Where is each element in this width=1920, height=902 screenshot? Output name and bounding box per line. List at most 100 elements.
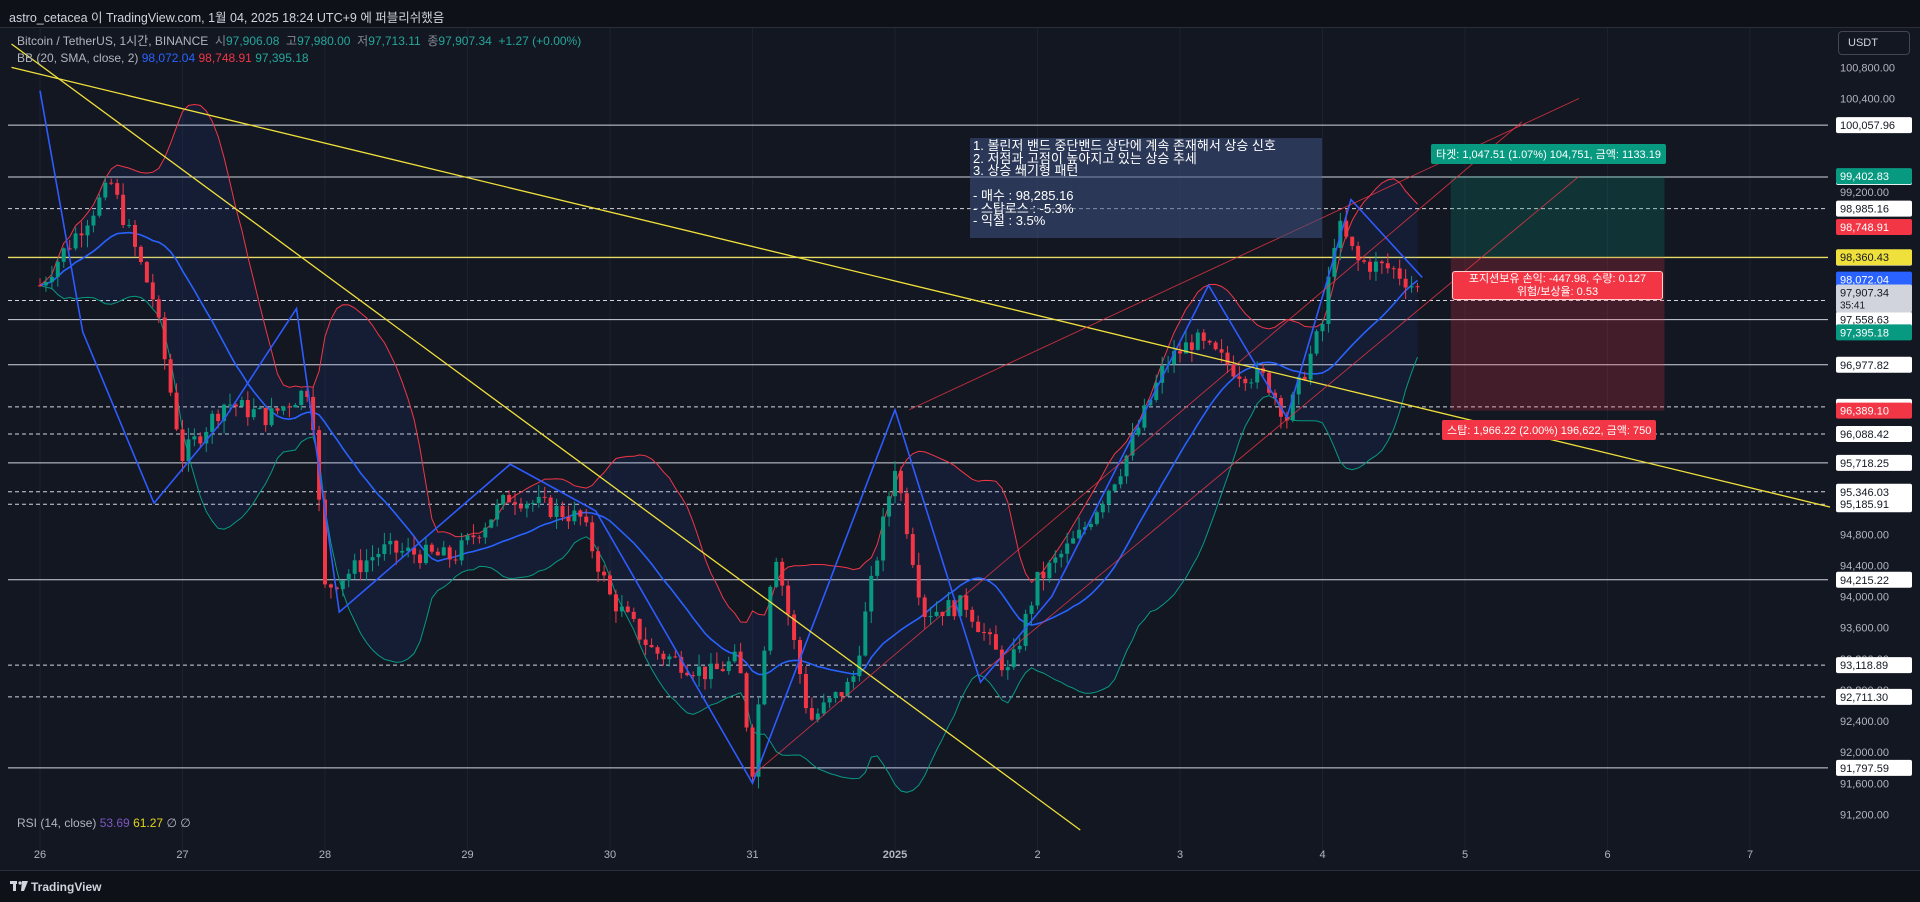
candle-body xyxy=(150,282,155,300)
low-value: 97,713.11 xyxy=(368,34,421,48)
bb-label[interactable]: BB (20, SMA, close, 2) xyxy=(17,51,139,65)
candle-body xyxy=(679,656,684,673)
candle-body xyxy=(584,516,589,523)
candle-body xyxy=(1094,512,1099,524)
chart-legend: Bitcoin / TetherUS, 1시간, BINANCE 시97,906… xyxy=(17,33,581,67)
position-pnl-box[interactable]: 포지션보유 손익: -447.98, 수량: 0.127 위험/보상율: 0.5… xyxy=(1452,271,1663,300)
tradingview-brand: TradingView xyxy=(31,880,102,894)
candle-body xyxy=(1373,261,1378,272)
candle-body xyxy=(121,194,126,226)
candle-body xyxy=(423,544,428,564)
candle-body xyxy=(596,551,601,572)
candle-body xyxy=(691,675,696,677)
candle-body xyxy=(441,547,446,556)
candle-body xyxy=(1059,553,1064,558)
candle-body xyxy=(1362,260,1367,262)
candle-body xyxy=(554,506,559,517)
candle-body xyxy=(548,497,553,517)
candle-body xyxy=(714,663,719,670)
candle-body xyxy=(1356,245,1361,261)
note-line: 1. 볼린저 밴드 중단밴드 상단에 계속 존재해서 상승 신호 xyxy=(973,138,1276,153)
candle-body xyxy=(708,663,713,680)
candle-body xyxy=(827,698,832,703)
level-price-tag xyxy=(1836,117,1912,134)
price-axis: 100,800.00 100,400.00 99,200.00 94,800.00 94… xyxy=(1830,28,1920,870)
level-price-tag xyxy=(1836,688,1912,705)
candle-body xyxy=(643,639,648,646)
level-price-label: 96,977.82 xyxy=(1840,360,1889,372)
candle-body xyxy=(839,692,844,697)
candle-body xyxy=(198,436,203,444)
candle-body xyxy=(127,224,132,226)
level-price-tag xyxy=(1836,200,1912,217)
high-label: 고 xyxy=(286,34,298,48)
annotation-note[interactable]: 1. 볼린저 밴드 중단밴드 상단에 계속 존재해서 상승 신호 2. 저점과 … xyxy=(970,138,1322,238)
candle-body xyxy=(228,404,232,406)
candle-body xyxy=(299,390,304,406)
rsi-label[interactable]: RSI (14, close) xyxy=(17,816,97,830)
indicator-price-label: 99,402.83 xyxy=(1840,171,1889,183)
rsi-empty-2: ∅ xyxy=(180,816,191,830)
candle-body xyxy=(1035,571,1040,606)
candle-body xyxy=(750,727,755,777)
currency-button[interactable]: USDT xyxy=(1838,31,1910,55)
candle-body xyxy=(1290,394,1295,421)
candle-body xyxy=(459,540,464,561)
candle-body xyxy=(328,584,333,588)
price-tick-label: 93,600.00 xyxy=(1840,623,1889,635)
candle-body xyxy=(257,407,262,410)
symbol-title[interactable]: Bitcoin / TetherUS, 1시간, BINANCE xyxy=(17,34,209,48)
indicator-price-tag xyxy=(1836,249,1912,266)
candle-body xyxy=(881,516,886,561)
candle-body xyxy=(578,510,583,517)
tradingview-logo[interactable]: TradingView xyxy=(10,880,101,894)
candle-body xyxy=(109,182,114,184)
rsi-legend: RSI (14, close) 53.69 61.27 ∅ ∅ xyxy=(17,816,191,830)
level-price-label: 95,185.91 xyxy=(1840,499,1889,511)
stop-label[interactable]: 스탑: 1,966.22 (2.00%) 196,622, 금액: 750 xyxy=(1442,420,1657,440)
candle-body xyxy=(465,535,470,541)
target-label[interactable]: 타겟: 1,047.51 (1.07%) 104,751, 금액: 1133.1… xyxy=(1431,144,1666,164)
candle-body xyxy=(637,618,642,640)
close-label: 종 xyxy=(427,34,439,48)
risk-reward-text: 위험/보상율: 0.53 xyxy=(1516,285,1599,298)
candle-body xyxy=(115,183,120,195)
candle-body xyxy=(1047,562,1052,579)
candle-body xyxy=(572,510,577,522)
candle-body xyxy=(67,248,72,250)
candle-body xyxy=(388,540,393,545)
candle-body xyxy=(774,561,779,587)
candle-body xyxy=(1041,571,1046,579)
level-price-label: 92,711.30 xyxy=(1840,692,1888,704)
candle-body xyxy=(958,595,963,617)
bb-row: BB (20, SMA, close, 2) 98,072.04 98,748.… xyxy=(17,50,581,67)
time-tick-label: 30 xyxy=(604,849,616,861)
candle-body xyxy=(988,632,992,635)
candle-body xyxy=(744,673,749,728)
target-zone xyxy=(1450,176,1665,258)
candle-body xyxy=(863,611,868,656)
candle-body xyxy=(1219,349,1224,353)
candle-body xyxy=(453,559,458,561)
candle-body xyxy=(928,616,933,618)
candle-body xyxy=(55,261,60,277)
wedge-line xyxy=(752,121,1523,776)
candle-body xyxy=(786,585,791,615)
publication-header: astro_cetacea 이 TradingView.com, 1월 04, … xyxy=(0,0,1920,28)
candle-body xyxy=(625,606,630,612)
candle-body xyxy=(608,575,612,595)
candle-body xyxy=(43,281,48,286)
level-price-label: 98,985.16 xyxy=(1840,204,1889,216)
candle-body xyxy=(803,674,808,709)
open-label: 시 xyxy=(214,34,226,48)
candle-body xyxy=(1023,613,1028,646)
indicator-price-tag xyxy=(1836,324,1912,341)
indicator-price-label: 98,360.43 xyxy=(1840,252,1889,264)
candle-body xyxy=(144,262,149,283)
indicator-price-tag xyxy=(1836,402,1912,419)
candle-body xyxy=(489,519,494,528)
candle-body xyxy=(655,647,660,654)
candle-body xyxy=(833,692,838,699)
time-tick-label: 31 xyxy=(746,849,758,861)
candle-body xyxy=(619,606,624,612)
